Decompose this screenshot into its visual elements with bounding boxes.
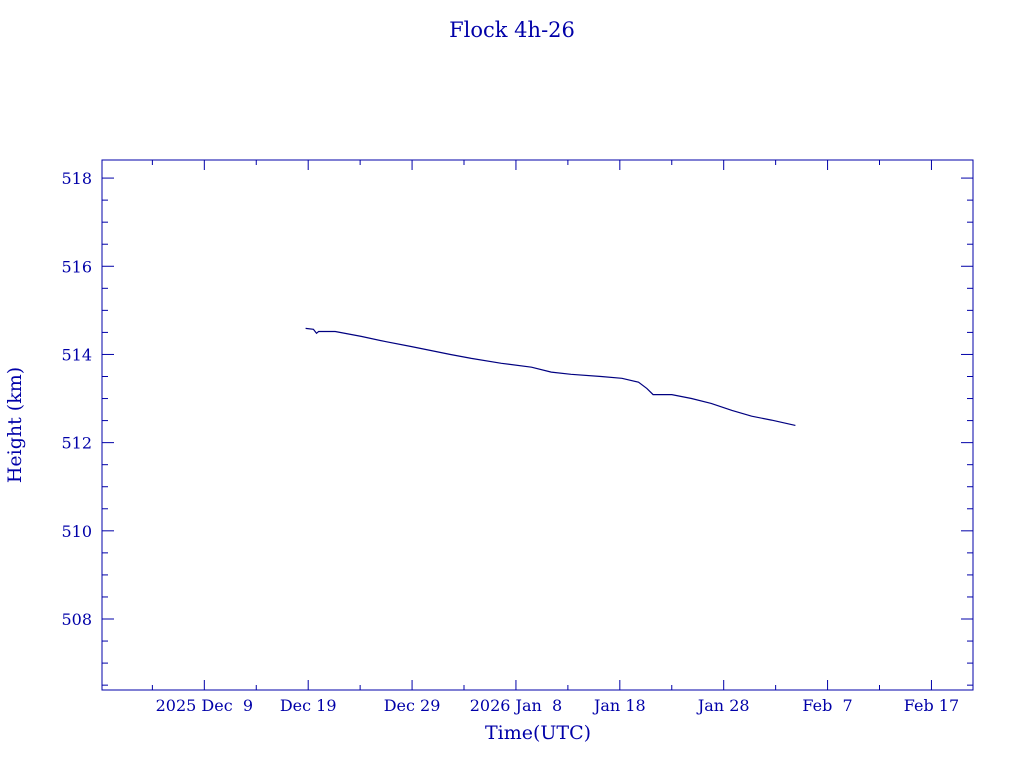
x-tick-label: Dec 19 [280,696,337,715]
x-tick-label: Feb 7 [802,696,852,715]
x-tick-label: 2026 Jan 8 [470,696,562,715]
height-series-line [305,327,796,426]
x-axis-label: Time(UTC) [485,722,591,744]
x-tick-labels: 2025 Dec 9 Dec 19 Dec 29 2026 Jan 8 Jan 18 Ja… [156,696,960,715]
y-tick-label: 512 [61,434,92,453]
axis-ticks [102,160,973,690]
x-tick-label: Jan 18 [592,696,646,715]
x-tick-label: 2025 Dec 9 [156,696,253,715]
chart-title: Flock 4h-26 [449,18,575,42]
y-tick-label: 508 [61,610,92,629]
x-tick-label: Dec 29 [384,696,441,715]
x-tick-label: Feb 17 [904,696,959,715]
y-tick-label: 514 [61,345,92,364]
y-axis-label: Height (km) [4,367,26,483]
x-tick-label: Jan 28 [696,696,750,715]
y-tick-label: 518 [61,169,92,188]
y-tick-label: 510 [61,522,92,541]
y-tick-label: 516 [61,257,92,276]
plot-frame [101,159,974,691]
y-tick-labels: 508 510 512 514 516 518 [61,169,92,629]
